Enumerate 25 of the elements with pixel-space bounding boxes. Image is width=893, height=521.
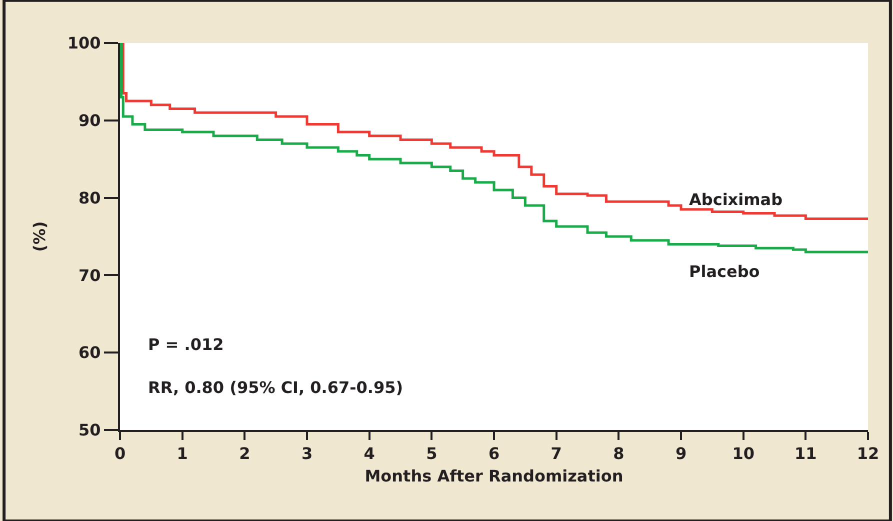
x-tick-label: 6 (488, 444, 500, 464)
x-tick-label: 11 (794, 444, 817, 464)
y-tick-label: 90 (78, 111, 101, 130)
x-tick-label: 10 (732, 444, 754, 464)
series-label: Placebo (689, 262, 760, 281)
y-tick-label: 80 (78, 188, 101, 208)
y-tick-label: 60 (78, 343, 101, 362)
y-tick-label: 70 (78, 266, 101, 285)
x-tick-label: 12 (856, 444, 880, 464)
y-tick-label: 100 (67, 34, 101, 53)
annotation: P = .012 (148, 335, 224, 354)
x-axis-title: Months After Randomization (364, 466, 624, 486)
x-tick-label: 3 (301, 444, 313, 464)
y-tick-label: 50 (78, 420, 101, 440)
x-tick-label: 0 (114, 444, 126, 464)
x-tick-label: 5 (426, 444, 438, 464)
x-tick-label: 9 (675, 444, 687, 464)
series-label: Abciximab (689, 190, 783, 209)
x-tick-label: 2 (239, 444, 250, 464)
x-tick-label: 4 (364, 444, 375, 464)
x-tick-label: 1 (176, 444, 188, 464)
y-axis-title: (%) (30, 221, 49, 252)
x-tick-label: 8 (613, 444, 624, 464)
x-tick-label: 7 (550, 444, 562, 464)
annotation: RR, 0.80 (95% CI, 0.67-0.95) (148, 378, 404, 397)
